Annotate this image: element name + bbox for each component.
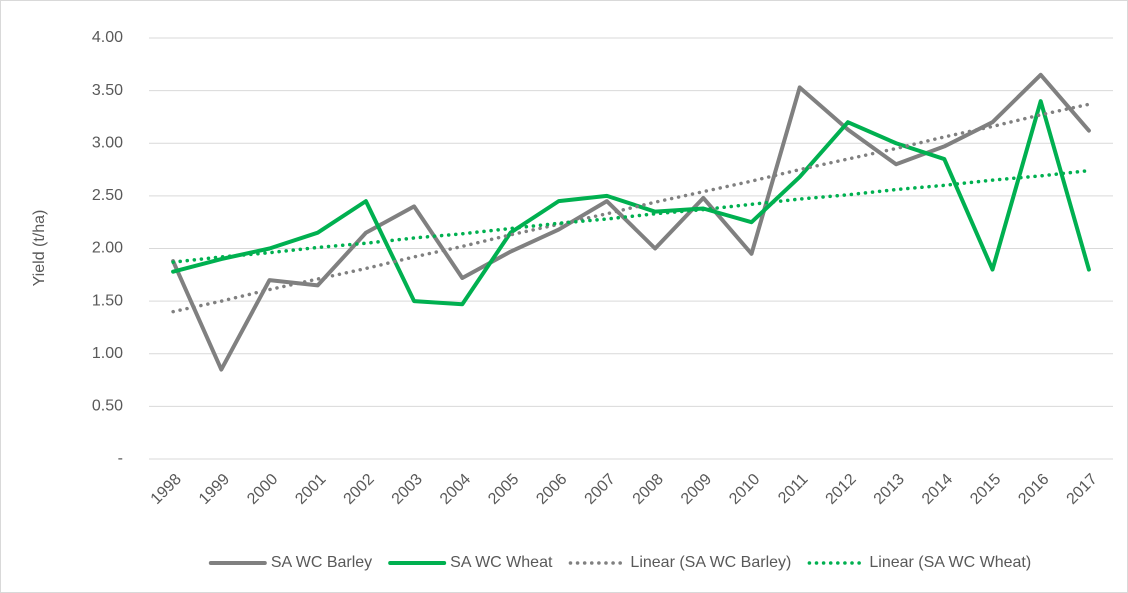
y-tick-label: 3.00 [92, 134, 123, 151]
series-line [171, 102, 1091, 314]
legend-label: Linear (SA WC Barley) [630, 554, 791, 571]
legend-label: SA WC Barley [271, 554, 372, 571]
series-line [171, 168, 1091, 264]
y-axis-title: Yield (t/ha) [31, 210, 48, 287]
y-tick-label: 3.50 [92, 82, 123, 99]
y-tick-label: 2.00 [92, 240, 123, 257]
y-tick-label: 1.00 [92, 345, 123, 362]
legend-label: SA WC Wheat [450, 554, 553, 571]
y-tick-label: 2.50 [92, 187, 123, 204]
y-tick-label: 4.00 [92, 29, 123, 46]
y-tick-label: 0.50 [92, 398, 123, 415]
series-line [171, 99, 1091, 307]
y-tick-label: 1.50 [92, 292, 123, 309]
legend: SA WC Barley SA WC Wheat Linear (SA WC Bar… [208, 554, 1031, 571]
y-tick-label: - [118, 450, 123, 467]
legend-label: Linear (SA WC Wheat) [869, 554, 1031, 571]
